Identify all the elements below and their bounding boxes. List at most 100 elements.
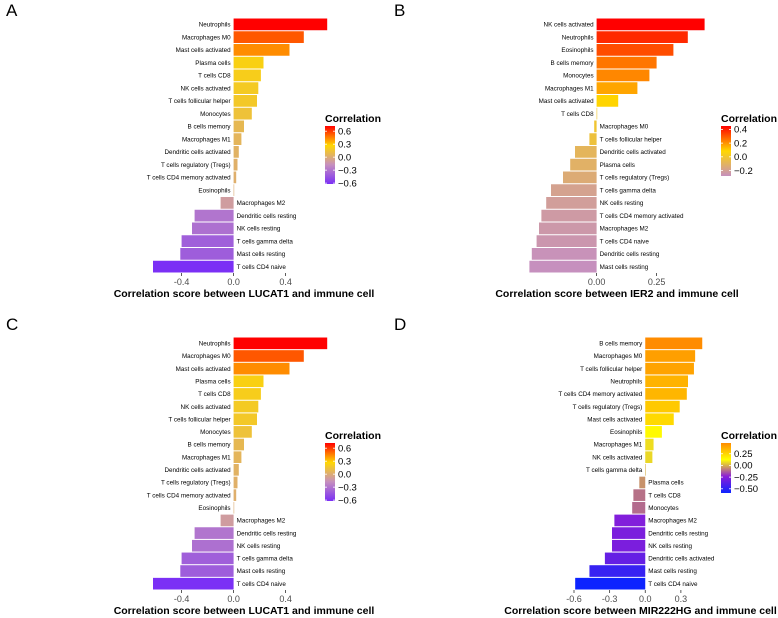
x-tick-label: 0.25 xyxy=(648,277,666,287)
category-label: T cells follicular helper xyxy=(580,366,642,373)
bar xyxy=(596,82,638,94)
category-label: Mast cells resting xyxy=(648,568,697,575)
bar xyxy=(180,565,234,577)
category-label: T cells CD4 naive xyxy=(600,238,650,245)
bar xyxy=(192,539,234,552)
bar xyxy=(233,82,259,94)
x-axis-label: Correlation score between IER2 and immun… xyxy=(495,288,738,300)
category-label: Monocytes xyxy=(200,429,230,436)
category-label: T cells gamma delta xyxy=(586,467,643,474)
panel-letter: B xyxy=(394,1,405,20)
bar xyxy=(645,375,688,388)
x-tick-label: -0.4 xyxy=(174,594,190,604)
bar xyxy=(233,438,244,451)
bar xyxy=(233,158,238,171)
category-label: Macrophages M1 xyxy=(545,85,594,92)
bar xyxy=(233,489,237,501)
bar xyxy=(233,375,264,388)
legend-tick-label: 0.2 xyxy=(734,138,747,149)
category-label: Mast cells activated xyxy=(539,98,594,105)
category-label: T cells CD4 memory activated xyxy=(600,213,684,220)
bar xyxy=(645,426,662,438)
category-label: T cells gamma delta xyxy=(600,187,657,194)
bar xyxy=(233,476,238,489)
bar xyxy=(546,197,597,209)
panel-letter: C xyxy=(6,315,18,334)
category-label: NK cells activated xyxy=(181,404,232,411)
category-label: Neutrophils xyxy=(562,34,594,41)
bar xyxy=(645,350,696,362)
category-label: B cells memory xyxy=(599,341,643,348)
bar xyxy=(589,133,597,145)
bar xyxy=(575,577,646,590)
category-label: T cells regulatory (Tregs) xyxy=(600,175,670,182)
bar xyxy=(536,235,597,247)
bar xyxy=(570,158,597,171)
category-label: T cells follicular helper xyxy=(168,98,230,105)
bar xyxy=(233,362,290,375)
bar xyxy=(531,248,597,260)
category-label: Mast cells resting xyxy=(237,251,286,258)
bar xyxy=(233,56,264,69)
legend-colorbar xyxy=(721,126,731,176)
bar xyxy=(594,120,597,133)
panel-d: D B cells memory Macrophages M0 T cells fol… xyxy=(394,315,777,617)
bar xyxy=(645,337,703,350)
category-label: Dendritic cells resting xyxy=(237,530,297,537)
category-label: NK cells activated xyxy=(592,454,643,461)
legend-tick-label: −0.6 xyxy=(338,495,357,506)
category-label: T cells CD8 xyxy=(198,391,231,398)
category-label: Neutrophils xyxy=(610,378,642,385)
category-label: Macrophages M2 xyxy=(237,200,286,207)
category-label: NK cells resting xyxy=(237,543,281,550)
category-label: T cells regulatory (Tregs) xyxy=(161,480,231,487)
legend-colorbar xyxy=(721,443,731,493)
category-label: NK cells activated xyxy=(544,22,595,29)
x-tick-label: -0.6 xyxy=(566,594,582,604)
bar xyxy=(589,565,646,577)
bar xyxy=(233,426,252,438)
legend-tick-label: −0.25 xyxy=(734,472,758,483)
bar xyxy=(194,209,234,222)
category-label: NK cells resting xyxy=(237,226,281,233)
legend-title: Correlation xyxy=(325,113,381,125)
category-label: Macrophages M0 xyxy=(594,353,643,360)
category-label: T cells gamma delta xyxy=(237,556,294,563)
legend-title: Correlation xyxy=(325,430,381,442)
x-tick-label: -0.3 xyxy=(602,594,618,604)
category-label: T cells CD4 memory activated xyxy=(147,175,231,182)
bar xyxy=(233,388,261,400)
category-label: Mast cells activated xyxy=(176,47,231,54)
bar xyxy=(596,95,619,107)
category-label: Macrophages M1 xyxy=(182,136,231,143)
bar xyxy=(596,44,674,56)
legend-tick-label: 0.25 xyxy=(734,449,753,460)
bar xyxy=(233,133,242,145)
category-label: Dendritic cells activated xyxy=(600,149,667,156)
category-label: Dendritic cells resting xyxy=(600,251,660,258)
legend-tick-label: 0.3 xyxy=(338,456,351,467)
category-label: Eosinophils xyxy=(198,187,230,194)
category-label: T cells follicular helper xyxy=(168,416,230,423)
bar xyxy=(612,527,646,539)
category-label: Macrophages M2 xyxy=(648,518,697,525)
legend-tick-label: 0.0 xyxy=(734,152,747,163)
bar xyxy=(153,260,234,273)
category-label: Mast cells activated xyxy=(587,416,642,423)
bar xyxy=(233,337,328,350)
bar xyxy=(220,514,234,527)
x-tick-label: -0.4 xyxy=(174,277,190,287)
bar xyxy=(233,107,252,120)
category-label: Macrophages M2 xyxy=(600,226,649,233)
bar xyxy=(645,413,674,426)
category-label: T cells CD8 xyxy=(561,111,594,118)
category-label: Macrophages M0 xyxy=(182,34,231,41)
x-tick-label: 0.4 xyxy=(279,277,292,287)
bar xyxy=(233,501,235,514)
bar xyxy=(645,438,654,451)
legend-tick-label: 0.0 xyxy=(338,469,351,480)
panel-c: C Neutrophils Macrophages M0 Mast cells act… xyxy=(6,315,381,617)
legend-tick-label: 0.6 xyxy=(338,443,351,454)
legend-title: Correlation xyxy=(721,430,777,442)
category-label: Dendritic cells activated xyxy=(164,467,231,474)
